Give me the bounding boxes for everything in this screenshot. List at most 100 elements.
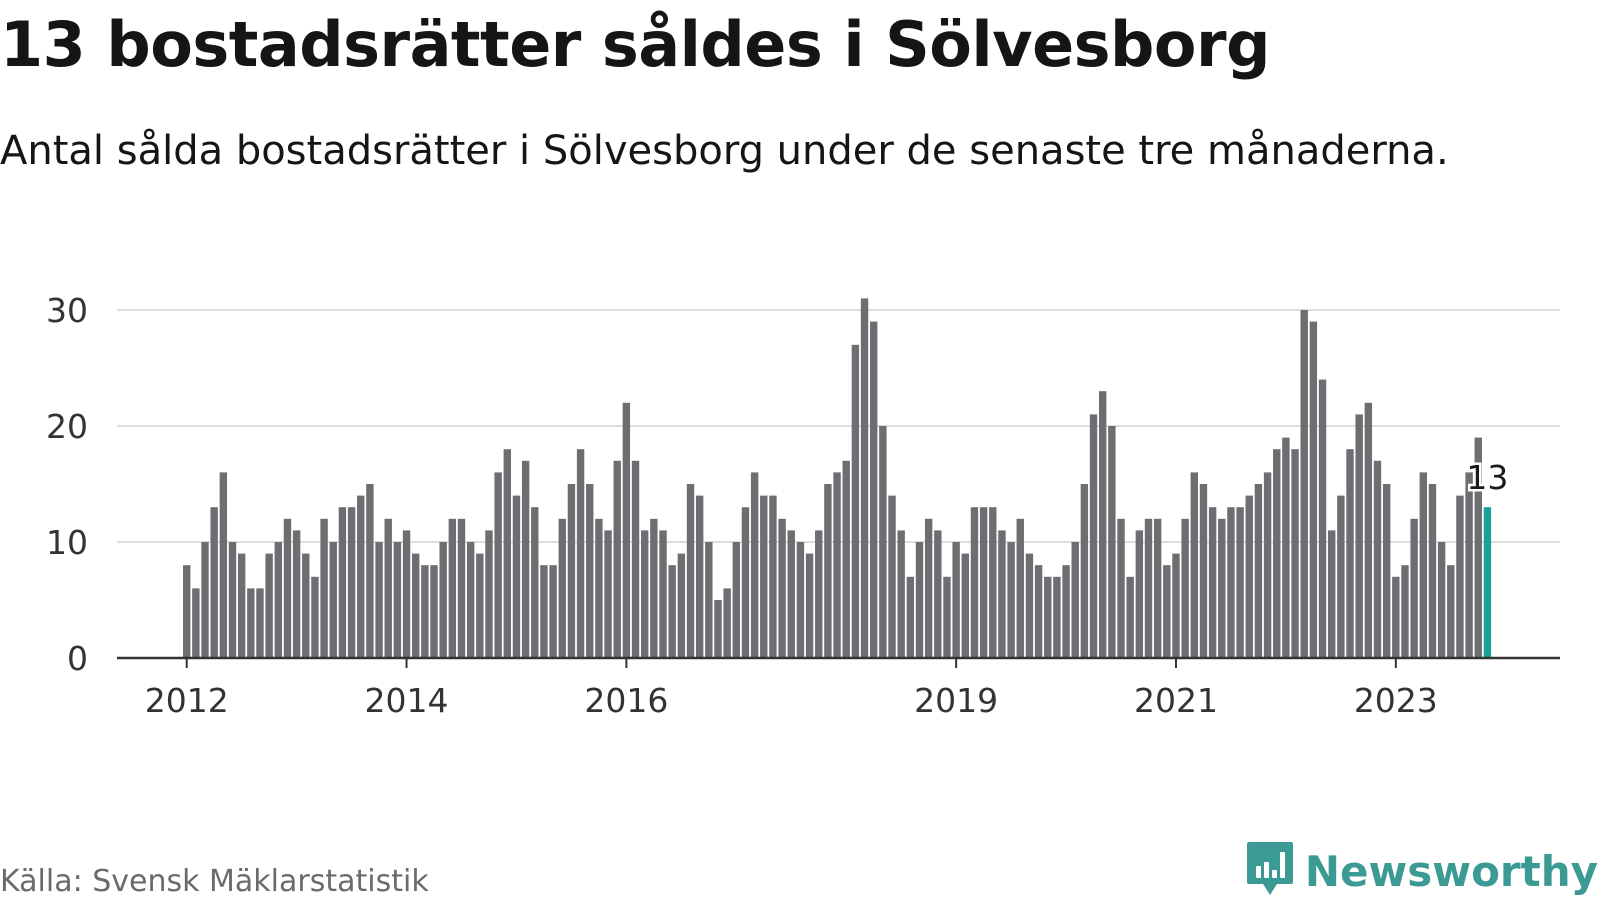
bar [641, 530, 649, 658]
bar [915, 542, 924, 658]
bar [247, 588, 255, 658]
brand-logo[interactable]: Newsworthy [1245, 840, 1598, 902]
bar [366, 484, 374, 658]
bar [1190, 472, 1198, 658]
bar [1465, 472, 1473, 658]
bar [302, 553, 310, 658]
bar [476, 553, 484, 658]
bar [558, 518, 566, 658]
bar [750, 472, 759, 658]
bar [1437, 542, 1446, 658]
bar [421, 565, 429, 658]
bar [622, 402, 631, 658]
bar [943, 576, 951, 658]
y-tick-label: 10 [46, 523, 88, 562]
bar-highlight [1483, 507, 1492, 658]
bar [1263, 472, 1272, 658]
bar [1117, 518, 1125, 658]
bar [1300, 310, 1308, 658]
bar [1337, 495, 1345, 658]
bar [842, 460, 850, 658]
bar [1099, 391, 1107, 658]
bar [1053, 576, 1061, 658]
bar [668, 565, 676, 658]
bar [1392, 576, 1400, 658]
bar [824, 484, 832, 658]
bar [1080, 484, 1089, 658]
bar [1126, 576, 1134, 658]
bar [228, 542, 237, 658]
bar [778, 518, 786, 658]
bar [970, 507, 979, 658]
bar [1208, 507, 1217, 658]
bar [292, 530, 301, 658]
bar [604, 530, 612, 658]
y-tick-label: 20 [46, 407, 88, 446]
bar [1273, 449, 1281, 658]
bar [457, 518, 466, 658]
bar [888, 495, 896, 658]
bar [705, 542, 713, 658]
bar [1456, 495, 1464, 658]
bar [265, 553, 273, 658]
newsworthy-logo-icon [1245, 840, 1295, 902]
bar [732, 542, 740, 658]
bar-chart: 0 10 20 30 2012 2014 2016 2019 2021 2023 13 [46, 291, 1560, 720]
bar [815, 530, 823, 658]
y-tick-label: 0 [67, 639, 88, 678]
bar [1108, 426, 1116, 658]
bar [494, 472, 502, 658]
x-tick-label: 2019 [914, 681, 998, 720]
bar [1410, 518, 1418, 658]
x-tick-label: 2023 [1354, 681, 1438, 720]
bar [595, 518, 603, 658]
bar [485, 530, 493, 658]
bar [934, 530, 942, 658]
bar [924, 518, 933, 658]
bar [512, 495, 521, 658]
bar [1474, 437, 1482, 658]
bar [1447, 565, 1455, 658]
bar [1163, 565, 1171, 658]
bar [1419, 472, 1427, 658]
bar [430, 565, 438, 658]
bar [952, 542, 960, 658]
bar [686, 484, 695, 658]
bar [1199, 484, 1208, 658]
bar [1181, 518, 1189, 658]
bar [567, 484, 576, 658]
bar [1328, 530, 1336, 658]
bar [256, 588, 264, 658]
bar [210, 507, 218, 658]
bar [1282, 437, 1290, 658]
bar [1355, 414, 1363, 658]
chart-title: 13 bostadsrätter såldes i Sölvesborg [0, 8, 1270, 81]
bar [531, 507, 539, 658]
bar [760, 495, 768, 658]
bar [1044, 576, 1052, 658]
bar [1401, 565, 1409, 658]
bar [183, 565, 191, 658]
bar [320, 518, 328, 658]
bar [613, 460, 621, 658]
x-tick-label: 2014 [365, 681, 449, 720]
bar [219, 472, 228, 658]
bar [870, 321, 878, 658]
x-tick-label: 2016 [584, 681, 668, 720]
bar [1318, 379, 1327, 658]
bar [677, 553, 686, 658]
bar [833, 472, 841, 658]
bar [787, 530, 795, 658]
x-tick-label: 2012 [145, 681, 229, 720]
bar [448, 518, 457, 658]
bar [860, 298, 869, 658]
bar [650, 518, 658, 658]
bar [1245, 495, 1253, 658]
bar [1089, 414, 1098, 658]
bar [1382, 484, 1391, 658]
bar [1025, 553, 1034, 658]
bar [961, 553, 969, 658]
y-tick-label: 30 [46, 291, 88, 330]
bar [466, 542, 475, 658]
bar [1144, 518, 1153, 658]
